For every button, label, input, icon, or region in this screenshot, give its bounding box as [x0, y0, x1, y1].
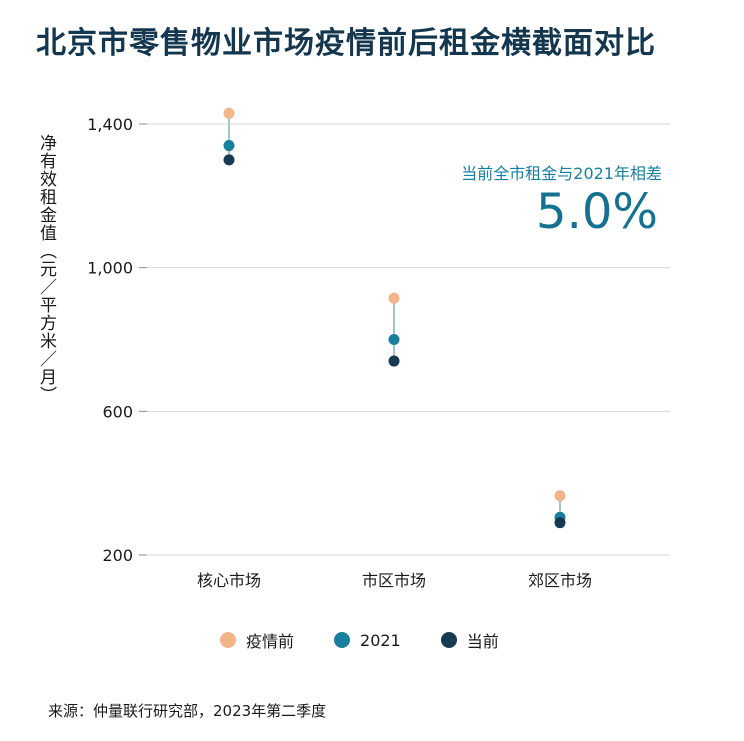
legend-label-pre-covid: 疫情前	[246, 632, 295, 651]
data-point	[554, 490, 566, 502]
data-point	[223, 154, 235, 166]
legend-item-current: 当前	[440, 628, 499, 652]
source-note: 来源：仲量联行研究部，2023年第二季度	[48, 702, 327, 720]
x-tick-label: 核心市场	[197, 571, 261, 590]
data-point	[554, 517, 566, 529]
data-point	[388, 292, 400, 304]
annotation-value: 5.0%	[536, 184, 658, 240]
legend-dot-current	[440, 632, 457, 648]
data-point	[388, 334, 400, 345]
legend-dot-pre-covid	[220, 632, 236, 648]
data-point	[388, 355, 400, 367]
data-point	[223, 140, 235, 152]
annotation-label: 当前全市租金与2021年相差	[461, 164, 662, 183]
chart-title: 北京市零售物业市场疫情前后租金横截面对比	[36, 26, 656, 61]
legend-item-pre-covid: 疫情前	[220, 628, 294, 652]
x-tick-label: 郊区市场	[528, 571, 592, 590]
y-tick-label: 1,000	[87, 259, 133, 278]
x-tick-label: 市区市场	[362, 571, 426, 590]
y-tick-label: 600	[102, 402, 133, 421]
legend-label-2021: 2021	[360, 630, 401, 650]
legend-label-current: 当前	[466, 632, 499, 651]
legend-dot-2021	[334, 632, 351, 648]
y-tick-label: 1,400	[87, 115, 133, 134]
y-axis-label: 净有效租金值（元／平方米／月）	[36, 134, 56, 404]
legend: 疫情前 2021 当前	[220, 628, 499, 652]
data-point	[223, 107, 235, 119]
legend-item-2021: 2021	[334, 631, 401, 650]
y-tick-label: 200	[102, 546, 133, 565]
